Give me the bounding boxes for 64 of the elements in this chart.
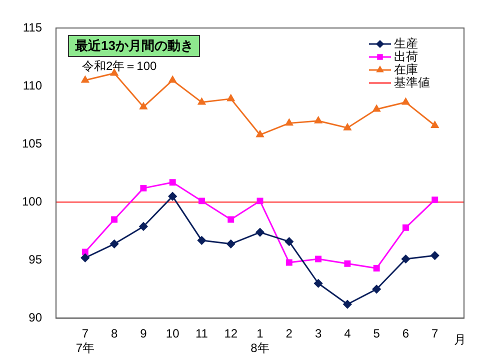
- y-tick-label: 90: [28, 310, 42, 325]
- point: [372, 284, 381, 294]
- point: [285, 118, 293, 126]
- point: [286, 259, 292, 266]
- legend-label: 在庫: [394, 62, 418, 76]
- point: [169, 179, 176, 186]
- point: [402, 224, 409, 231]
- x-tick-label: 2: [286, 326, 293, 341]
- point: [256, 130, 264, 138]
- legend-label: 基準値: [394, 75, 430, 90]
- point: [344, 260, 351, 267]
- point: [343, 300, 352, 309]
- point: [110, 240, 119, 248]
- point: [227, 94, 235, 102]
- x-tick-label: 3: [314, 326, 322, 341]
- point: [373, 265, 380, 272]
- text: 令和2年＝100: [82, 58, 157, 75]
- y-tick-label: 105: [22, 136, 42, 150]
- point: [401, 254, 410, 264]
- point: [198, 198, 205, 204]
- y-tick-label: 115: [22, 20, 42, 34]
- point: [82, 248, 88, 256]
- point: [198, 98, 206, 105]
- point: [228, 216, 234, 223]
- point: [81, 76, 89, 83]
- point: [315, 256, 322, 262]
- point: [139, 222, 148, 231]
- y-tick-label: 110: [22, 78, 42, 92]
- x-tick-label: 6: [402, 326, 410, 341]
- point: [140, 184, 147, 192]
- point: [314, 279, 323, 288]
- point: [140, 102, 148, 110]
- point: [168, 76, 176, 83]
- x-tick-label: 5: [373, 326, 380, 341]
- point: [256, 198, 264, 204]
- point: [344, 124, 352, 130]
- x-tick-label: 8: [110, 326, 118, 341]
- point: [168, 192, 177, 201]
- legend-label: 生産: [394, 36, 418, 50]
- x-tick-label: 9: [140, 326, 148, 341]
- x-tick-label: 11: [195, 326, 208, 341]
- x-tick-label: 4: [344, 326, 352, 341]
- point: [432, 196, 438, 204]
- x-tick-label: 12: [224, 326, 238, 341]
- point: [314, 116, 322, 124]
- point: [430, 251, 440, 260]
- point: [284, 237, 294, 246]
- point: [197, 236, 206, 245]
- x-tick-label: 7 7年: [76, 326, 95, 356]
- x-tick-label: 10: [166, 326, 180, 341]
- point: [256, 228, 264, 237]
- x-tick-label: 7: [432, 326, 439, 341]
- point: [111, 216, 118, 223]
- text: 最近13か月間の動き: [68, 35, 200, 57]
- x-tick-label: 1 8年: [250, 326, 270, 356]
- x-axis-title: 月: [454, 332, 466, 347]
- point: [431, 121, 439, 128]
- point: [80, 254, 90, 262]
- point: [226, 240, 236, 248]
- point: [402, 98, 410, 105]
- point: [372, 105, 380, 112]
- y-tick-label: 95: [28, 252, 42, 266]
- legend-label: 出荷: [394, 49, 418, 64]
- y-tick-label: 100: [22, 194, 42, 208]
